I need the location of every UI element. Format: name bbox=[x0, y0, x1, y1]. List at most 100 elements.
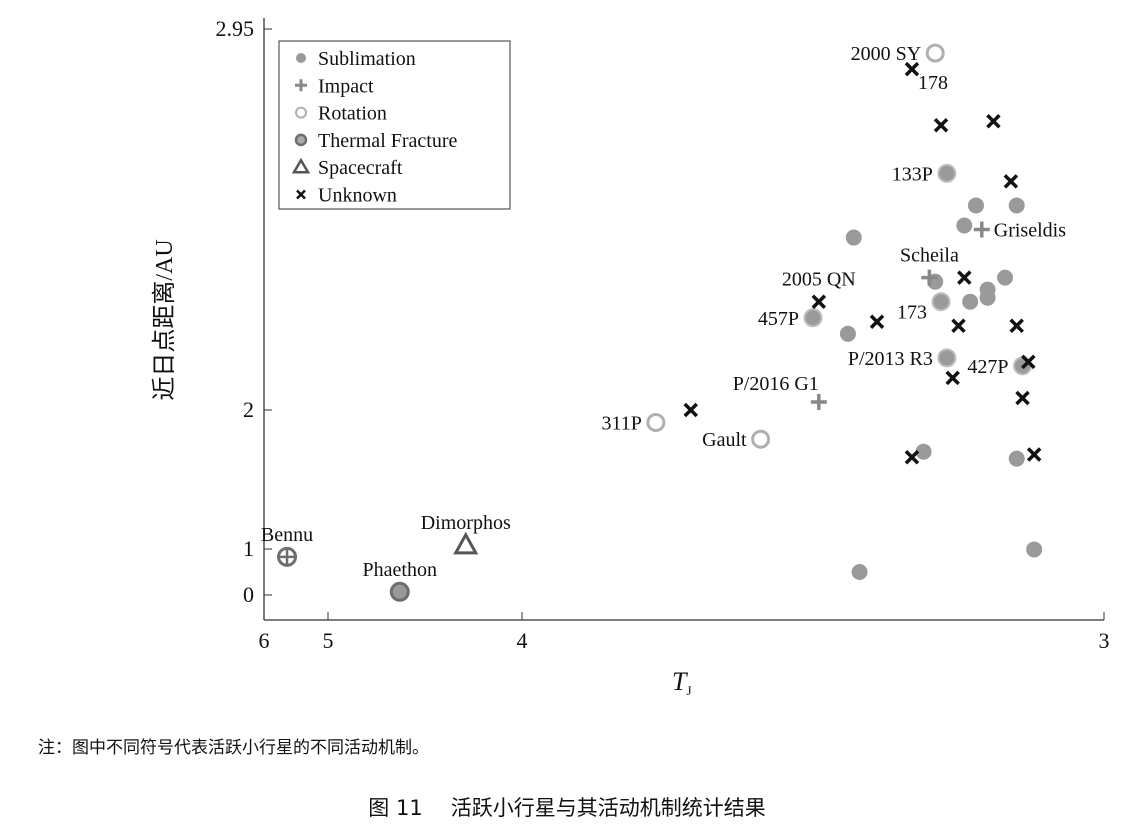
x-tick-label: 5 bbox=[323, 628, 334, 653]
data-point-unknown bbox=[869, 314, 885, 330]
unknown-marker bbox=[933, 118, 949, 133]
spacecraft-icon bbox=[291, 157, 311, 174]
unknown-marker bbox=[1003, 174, 1019, 189]
rotation-icon bbox=[295, 106, 307, 119]
figure-caption: 图 11 活跃小行星与其活动机制统计结果 bbox=[0, 792, 1134, 822]
sublimation-marker bbox=[1008, 197, 1025, 214]
point-label: Dimorphos bbox=[421, 512, 511, 534]
data-point-unknown bbox=[1026, 447, 1042, 462]
data-point-sublimation bbox=[839, 325, 856, 342]
data-point-impact: Scheila bbox=[900, 245, 959, 286]
data-point-unknown bbox=[683, 402, 699, 418]
point-label: 173 bbox=[897, 302, 927, 324]
legend-label: Rotation bbox=[318, 103, 387, 125]
y-axis-label: 近日点距离/AU bbox=[151, 239, 178, 400]
legend-item: Rotation bbox=[295, 103, 387, 125]
data-point-sublimation bbox=[1008, 450, 1025, 467]
data-point-sublimation bbox=[956, 217, 973, 234]
point-label: 2000 SY bbox=[851, 43, 922, 65]
data-point-sublimation bbox=[967, 197, 984, 214]
point-label: P/2013 R3 bbox=[848, 348, 933, 370]
sublimation-marker bbox=[939, 350, 955, 366]
point-label: Griseldis bbox=[994, 220, 1066, 242]
thermal-fracture-marker bbox=[389, 581, 410, 602]
sublimation-marker bbox=[839, 325, 856, 342]
sublimation-marker bbox=[939, 165, 955, 181]
legend-label: Spacecraft bbox=[318, 157, 403, 179]
unknown-marker bbox=[1021, 354, 1036, 370]
data-point-unknown bbox=[1021, 354, 1036, 370]
caption-text: 活跃小行星与其活动机制统计结果 bbox=[450, 796, 766, 820]
data-point-unknown bbox=[933, 118, 949, 133]
unknown-marker bbox=[1009, 318, 1024, 334]
data-point-sublimation bbox=[845, 229, 862, 246]
data-point-sublimation bbox=[915, 443, 932, 460]
axes: 6 5 4 3 0 1 2 2.95 TJ 近日点距离/AU bbox=[151, 16, 1110, 698]
impact-marker bbox=[921, 269, 938, 286]
y-tick-label: 0 bbox=[243, 582, 254, 607]
legend-item: Impact bbox=[295, 75, 374, 97]
legend-item: Unknown bbox=[296, 185, 397, 207]
sublimation-marker bbox=[933, 294, 949, 310]
data-point-impact: Griseldis bbox=[973, 220, 1066, 242]
data-point-unknown bbox=[957, 270, 972, 285]
legend-label: Unknown bbox=[318, 185, 397, 207]
figure-note: 注：图中不同符号代表活跃小行星的不同活动机制。 bbox=[38, 738, 429, 758]
point-label: P/2016 G1 bbox=[733, 373, 819, 395]
sublimation-marker bbox=[1026, 541, 1043, 558]
data-point-rotation: 311P bbox=[601, 413, 666, 435]
legend: Sublimation Impact Rotation Thermal Fractur… bbox=[278, 40, 511, 210]
thermal-fracture-icon bbox=[294, 133, 308, 147]
data-point-sublimation: P/2013 R3 bbox=[848, 348, 957, 370]
data-point-unknown bbox=[904, 450, 920, 465]
point-label: 427P bbox=[967, 356, 1008, 378]
legend-label: Impact bbox=[318, 75, 374, 97]
point-label: 133P bbox=[892, 163, 933, 185]
data-point-sublimation bbox=[1008, 197, 1025, 214]
x-tick-label: 6 bbox=[259, 628, 270, 653]
data-point-unknown bbox=[1003, 174, 1019, 189]
point-label: 178 bbox=[918, 72, 948, 94]
rotation-marker bbox=[646, 413, 666, 433]
unknown-marker bbox=[1026, 447, 1042, 462]
data-point-sublimation: 173 bbox=[897, 292, 951, 324]
data-point-sublimation bbox=[851, 564, 868, 580]
point-label: Gault bbox=[702, 429, 747, 451]
data-point-unknown bbox=[951, 318, 966, 334]
sublimation-marker bbox=[845, 229, 862, 246]
unknown-marker bbox=[986, 114, 1001, 129]
unknown-marker bbox=[811, 294, 827, 309]
x-axis-label-subscript: J bbox=[686, 683, 691, 698]
sublimation-marker bbox=[956, 217, 973, 234]
sublimation-marker bbox=[851, 564, 868, 580]
sublimation-marker bbox=[805, 310, 821, 326]
impact-marker bbox=[973, 221, 990, 238]
data-point-rotation: Gault bbox=[702, 429, 771, 451]
unknown-marker bbox=[683, 402, 699, 418]
point-label: Bennu bbox=[261, 524, 313, 546]
sublimation-marker bbox=[962, 293, 979, 310]
x-tick-label: 4 bbox=[517, 628, 528, 653]
point-label: 2005 QN bbox=[782, 269, 856, 291]
legend-item: Sublimation bbox=[296, 48, 416, 70]
unknown-marker bbox=[957, 270, 972, 285]
data-point-unknown: 178 bbox=[904, 61, 948, 94]
data-point-unknown bbox=[1015, 390, 1030, 406]
data-point-thermal-fracture: Phaethon bbox=[363, 559, 437, 602]
data-point-unknown: 2005 QN bbox=[782, 269, 856, 309]
rotation-marker bbox=[751, 429, 771, 449]
sublimation-icon bbox=[296, 53, 306, 63]
unknown-marker bbox=[1015, 390, 1030, 406]
unknown-marker bbox=[904, 61, 920, 77]
thermal-fracture-cross bbox=[279, 548, 296, 565]
x-tick-label: 3 bbox=[1099, 628, 1110, 653]
scatter-chart: 6 5 4 3 0 1 2 2.95 TJ 近日点距离/AU 133P 173 457P P/2013 … bbox=[151, 16, 1110, 698]
y-tick-label: 2.95 bbox=[216, 16, 255, 41]
data-point-sublimation bbox=[997, 269, 1014, 286]
caption-number: 图 11 bbox=[368, 796, 423, 820]
sublimation-marker bbox=[967, 197, 984, 214]
legend-box bbox=[278, 40, 511, 210]
y-tick-label: 2 bbox=[243, 397, 254, 422]
data-point-sublimation bbox=[1026, 541, 1043, 558]
legend-label: Thermal Fracture bbox=[318, 130, 457, 152]
